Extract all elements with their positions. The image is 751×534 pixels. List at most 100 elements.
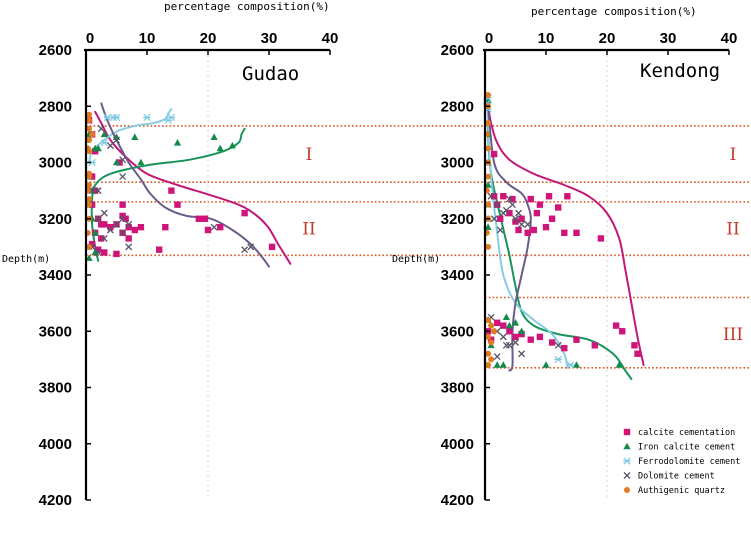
y-tick-label-3800: 3800 (441, 380, 474, 397)
series-calcite-cementation (85, 117, 276, 258)
y-tick-label-4000: 4000 (441, 436, 474, 453)
data-point-0-29 (536, 333, 544, 341)
data-point-0-20 (564, 193, 571, 200)
data-point-3-8 (119, 215, 127, 223)
data-point-0-1 (490, 193, 498, 200)
data-point-4-3 (89, 131, 96, 138)
legend-label-4: Authigenic quartz (638, 486, 725, 496)
data-point-3-2 (113, 136, 120, 144)
x-tick-label-0: 0 (86, 30, 94, 47)
data-point-3-7 (515, 209, 523, 217)
data-point-1-15 (572, 361, 581, 368)
y-tick-label-2600: 2600 (441, 42, 474, 59)
data-point-4-11 (86, 196, 93, 203)
data-point-3-0 (487, 192, 495, 200)
data-point-0-28 (527, 336, 534, 343)
data-point-3-3 (502, 206, 510, 214)
data-point-4-0 (86, 111, 93, 118)
data-point-0-6 (509, 195, 516, 203)
data-point-1-12 (493, 361, 501, 368)
legend-label-2: Ferrodolomite cement (638, 457, 740, 467)
data-point-0-10 (524, 229, 531, 237)
data-point-0-9 (518, 215, 525, 222)
data-point-4-2 (485, 120, 492, 127)
data-point-0-0 (490, 150, 498, 158)
data-point-1-3 (100, 130, 108, 138)
data-point-0-16 (545, 193, 553, 200)
data-point-2-4 (566, 361, 575, 369)
data-point-3-10 (119, 229, 127, 237)
data-point-0-22 (125, 235, 132, 242)
zone-label-II: II (726, 220, 739, 240)
series-ferrodolomite-cement (88, 113, 176, 167)
data-point-4-8 (485, 201, 492, 208)
data-point-1-9 (216, 144, 224, 152)
data-point-3-1 (493, 201, 501, 209)
panel-title: Gudao (242, 63, 299, 85)
data-point-4-0 (485, 92, 492, 98)
data-point-1-10 (228, 141, 236, 149)
data-point-1-0 (484, 96, 492, 104)
data-point-3-6 (512, 215, 519, 223)
trend-line-iron-calcite-cement (90, 127, 246, 262)
data-point-1-10 (511, 319, 520, 326)
y-tick-label-3600: 3600 (39, 323, 72, 340)
data-point-0-18 (125, 223, 132, 231)
data-point-4-11 (485, 243, 492, 250)
data-point-0-33 (591, 342, 598, 349)
data-point-0-4 (500, 193, 507, 200)
data-point-0-25 (506, 328, 513, 335)
data-point-2-3 (554, 355, 562, 363)
zone-boundaries (86, 125, 751, 369)
data-point-3-12 (100, 234, 108, 242)
x-tick-label-30: 30 (261, 30, 278, 47)
data-point-0-35 (619, 328, 626, 335)
data-point-3-20 (554, 341, 562, 349)
data-point-4-12 (86, 201, 93, 208)
data-point-0-12 (101, 249, 108, 256)
data-point-0-29 (204, 226, 212, 234)
data-point-0-24 (162, 223, 169, 231)
data-point-0-26 (512, 333, 519, 341)
data-point-4-1 (86, 117, 93, 124)
data-point-3-16 (247, 243, 255, 251)
data-point-3-1 (106, 142, 114, 150)
trend-line-calcite-cementation (94, 110, 292, 265)
data-point-0-36 (631, 342, 638, 349)
series-dolomite-cement (85, 125, 255, 256)
data-point-4-13 (488, 322, 495, 329)
data-point-0-3 (88, 173, 96, 180)
data-point-4-4 (485, 145, 492, 152)
data-point-3-11 (125, 243, 133, 251)
data-point-0-26 (174, 201, 181, 208)
data-point-3-14 (210, 223, 218, 231)
y-tick-label-3800: 3800 (39, 380, 72, 397)
x-axis-label: percentage composition(%) (164, 0, 330, 13)
x-tick-label-20: 20 (599, 30, 616, 47)
data-point-0-31 (561, 344, 568, 352)
y-axis-label: Depth(m) (392, 254, 440, 265)
data-point-4-2 (86, 125, 93, 132)
data-point-3-4 (119, 173, 127, 181)
data-point-3-3 (119, 156, 127, 164)
data-point-1-6 (484, 223, 492, 230)
data-point-3-7 (113, 220, 120, 228)
data-point-0-21 (137, 223, 145, 231)
data-point-3-10 (490, 215, 498, 223)
data-point-0-7 (512, 218, 519, 225)
x-tick-label-0: 0 (485, 30, 493, 47)
data-point-0-31 (241, 209, 248, 217)
data-point-3-4 (505, 195, 513, 203)
data-point-1-15 (91, 229, 99, 236)
data-point-1-8 (502, 313, 510, 320)
data-point-1-7 (173, 139, 182, 146)
x-tick-label-10: 10 (538, 30, 555, 47)
y-tick-label-3000: 3000 (39, 155, 72, 172)
data-point-3-18 (518, 350, 526, 358)
data-point-0-27 (518, 330, 525, 338)
y-tick-label-2600: 2600 (39, 42, 72, 59)
data-point-0-11 (95, 246, 102, 253)
y-tick-label-2800: 2800 (441, 98, 474, 115)
data-point-2-3 (143, 113, 151, 122)
